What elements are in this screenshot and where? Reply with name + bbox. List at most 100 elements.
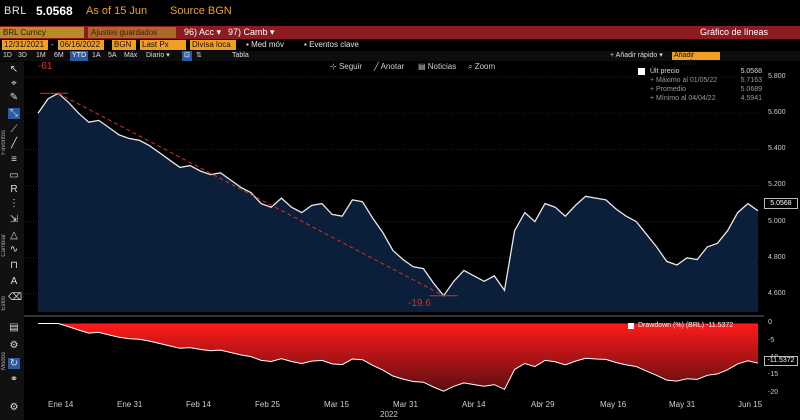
style-label: Estilo xyxy=(1,296,7,311)
start-date-field[interactable]: 12/31/2021 xyxy=(2,40,48,50)
range-1a[interactable]: 1A xyxy=(92,52,101,59)
low-annotation: -19.6 xyxy=(408,298,431,309)
text-tool-icon[interactable]: R xyxy=(10,184,18,195)
y-tick-label: 5.200 xyxy=(768,181,786,189)
pencil-icon[interactable]: ✎ xyxy=(9,92,19,103)
line-tool-icon[interactable]: ╱ xyxy=(10,138,18,149)
gear-icon[interactable]: ⚙ xyxy=(9,402,19,413)
wave-icon[interactable]: ∿ xyxy=(9,244,19,255)
end-date-field[interactable]: 06/16/2022 xyxy=(58,40,104,50)
x-tick-label: Abr 14 xyxy=(462,400,486,409)
date-separator: - xyxy=(51,40,54,49)
legend-avg-value: 5.0689 xyxy=(740,86,762,93)
actions-menu[interactable]: 96) Acc ▾ xyxy=(184,27,222,37)
source-field[interactable]: BGN xyxy=(112,40,136,50)
follow-label: Seguir xyxy=(338,62,363,71)
legend-min-label: + Mínimo al 04/04/22 xyxy=(650,95,716,102)
brush-icon[interactable]: ⟋ xyxy=(10,124,18,135)
y-tick-label: 5.800 xyxy=(768,73,786,81)
x-tick-label: Feb 14 xyxy=(186,400,211,409)
range-5a[interactable]: 5A xyxy=(108,52,117,59)
price-line xyxy=(37,92,759,297)
legend-last-value: 5.0568 xyxy=(740,68,762,75)
key-events-toggle[interactable]: ▪ Eventos clave xyxy=(304,40,359,49)
legend-min-value: 4.5941 xyxy=(740,95,762,102)
drawdown-legend: Drawdown (%) (BRL) -11.5372 xyxy=(624,321,764,331)
ruler-icon[interactable]: ⋮ xyxy=(9,198,19,209)
news-label: Noticias xyxy=(427,62,457,71)
follow-button[interactable]: ⊹ Seguir xyxy=(330,62,363,71)
high-annotation: -61 xyxy=(38,61,53,72)
y-tick-label: 4.600 xyxy=(768,289,786,297)
range-ytd[interactable]: YTD xyxy=(70,51,88,61)
compare-icon[interactable]: ⇅ xyxy=(196,52,202,59)
x-tick-label: Ene 14 xyxy=(48,400,74,409)
range-6m[interactable]: 6M xyxy=(54,52,64,59)
triangle-icon[interactable]: △ xyxy=(10,230,18,241)
range-3d[interactable]: 3D xyxy=(18,52,27,59)
frequency-selector[interactable]: Diario ▾ xyxy=(146,52,170,59)
legend-min: + Mínimo al 04/04/22 4.5941 xyxy=(636,94,762,103)
add-study-field[interactable]: Añadir estudio xyxy=(672,52,720,67)
security-field[interactable]: BRL Curncy xyxy=(0,27,84,38)
x-tick-label: Ene 31 xyxy=(117,400,143,409)
favorites-label: Favoritos xyxy=(1,130,7,155)
x-tick-label: Mar 15 xyxy=(324,400,349,409)
text-a-icon[interactable]: A xyxy=(10,276,18,287)
rectangle-icon[interactable]: ▭ xyxy=(9,170,19,181)
price-source: Source BGN xyxy=(170,5,232,17)
quick-add-button[interactable]: + Añadir rápido ▾ xyxy=(610,52,663,59)
pointer-icon[interactable]: ↖ xyxy=(9,64,19,75)
drawdown-trend-line xyxy=(58,92,444,297)
legend-avg: + Promedio 5.0689 xyxy=(636,85,762,94)
annotate-button[interactable]: ╱ Anotar xyxy=(374,62,405,71)
change-menu[interactable]: 97) Camb ▾ xyxy=(228,27,275,37)
eraser-icon[interactable]: ⌫ xyxy=(8,292,23,303)
range-1d[interactable]: 1D xyxy=(3,52,12,59)
fibonacci-icon[interactable]: ≡ xyxy=(11,154,17,165)
range-row: 1D 3D 1M 6M YTD 1A 5A Máx Diario ▾ ⊡ ⇅ T… xyxy=(0,51,800,67)
zoom-button[interactable]: ⌕ Zoom xyxy=(468,62,496,71)
legend-last-label: Últ precio xyxy=(650,68,680,75)
moving-average-toggle[interactable]: ▪ Med móv xyxy=(246,40,284,49)
key-events-label: Eventos clave xyxy=(309,40,359,49)
saved-settings-field[interactable]: Ajustes guardados xyxy=(88,27,176,38)
chart-style-icon[interactable]: ⊡ xyxy=(182,51,192,61)
moving-average-label: Med móv xyxy=(251,40,284,49)
x-axis-year: 2022 xyxy=(380,410,398,419)
ticker-symbol: BRL xyxy=(4,5,27,17)
x-axis: 2022 Ene 14 Ene 31 Feb 14 Feb 25 Mar 15 Mar 3… xyxy=(24,398,764,420)
crosshair-icon[interactable]: ⌖ xyxy=(11,78,17,89)
left-toolbar: ↖ ⌖ ✎ ⤡ ⟋ ╱ ≡ ▭ R ⋮ ⇲ △ ∿ ⊓ A ⌫ ▤ ⚙ ↻ ⚭ … xyxy=(0,62,24,420)
annotate-label: Anotar xyxy=(380,62,405,71)
drawdown-legend-text: Drawdown (%) (BRL) -11.5372 xyxy=(638,322,734,329)
x-tick-label: Jun 15 xyxy=(738,400,763,409)
drawdown-tick-label: -15 xyxy=(768,371,779,379)
table-toggle[interactable]: Tabla xyxy=(232,52,249,59)
arrow-tool-icon[interactable]: ⇲ xyxy=(9,214,19,225)
security-bar: BRL Curncy Ajustes guardados 96) Acc ▾ 9… xyxy=(0,26,800,39)
drawdown-tick-label: -5 xyxy=(768,336,775,344)
settings-gear-icon[interactable]: ⚙ xyxy=(9,340,19,351)
trend-line-icon[interactable]: ⤡ xyxy=(8,108,20,119)
legend-max: + Máximo al 01/05/22 5.7163 xyxy=(636,76,762,85)
link-icon[interactable]: ⚭ xyxy=(9,374,19,385)
modes-label: Modos xyxy=(1,352,7,371)
current-price: 5.0568 xyxy=(36,4,73,18)
range-max[interactable]: Máx xyxy=(124,52,138,59)
field-selector[interactable]: Last Px xyxy=(140,40,186,50)
parameters-row: 12/31/2021 - 06/16/2022 BGN Last Px Divi… xyxy=(0,40,800,51)
price-chart[interactable] xyxy=(24,58,764,398)
legend-last-price: Últ precio 5.0568 xyxy=(636,67,762,76)
x-tick-label: May 31 xyxy=(669,400,696,409)
quick-add-label: Añadir rápido xyxy=(615,52,658,59)
chart-type-title: Gráfico de líneas xyxy=(700,27,769,37)
refresh-icon[interactable]: ↻ xyxy=(8,358,20,369)
drawdown-last-box: -11.5372 xyxy=(764,356,798,366)
news-button[interactable]: ▤ Noticias xyxy=(418,62,457,71)
legend-avg-label: + Promedio xyxy=(650,86,687,93)
range-1m[interactable]: 1M xyxy=(36,52,46,59)
layers-icon[interactable]: ▤ xyxy=(9,322,19,333)
currency-selector[interactable]: Divisa loca xyxy=(190,40,236,50)
channel-icon[interactable]: ⊓ xyxy=(10,260,18,271)
